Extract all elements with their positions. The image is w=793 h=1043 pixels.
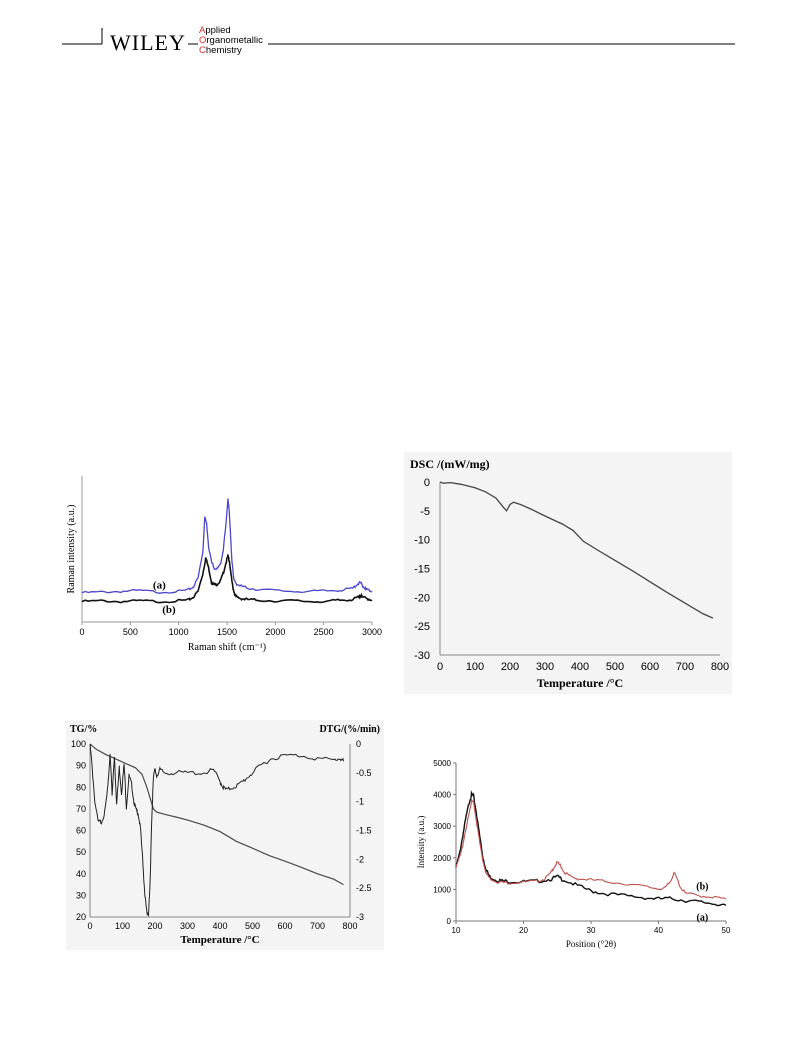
y2-tick-label: -1	[356, 797, 364, 807]
journal-name-line2: Organometallic	[199, 35, 263, 46]
y-tick-label: 20	[76, 912, 86, 922]
y2-tick-label: -0.5	[356, 768, 372, 778]
y-tick-label: -15	[414, 564, 430, 576]
x-axis-label: Temperature /°C	[180, 934, 259, 946]
journal-rest-1: pplied	[205, 25, 230, 36]
y-axis-label: Raman intensity (a.u.)	[66, 505, 77, 594]
left-axis-title: TG/%	[70, 724, 97, 735]
x-tick-label: 30	[587, 926, 596, 935]
y-tick-label: 90	[76, 761, 86, 771]
x-tick-label: 700	[310, 921, 325, 931]
x-tick-label: 200	[147, 921, 162, 931]
y-tick-label: 50	[76, 847, 86, 857]
x-tick-label: 800	[711, 661, 729, 673]
x-axis-label: Temperature /°C	[537, 676, 623, 690]
y2-tick-label: -2.5	[356, 883, 372, 893]
raman-spectrum-chart: 0 500 1000 1500 2000 2500 3000 (a) (b) Raman shif…	[66, 476, 382, 653]
dsc-curve	[439, 481, 714, 619]
y-axis-label: Intensity (a.u.)	[416, 816, 426, 869]
journal-header: WILEY Applied Organometallic Chemistry	[62, 25, 735, 56]
y-tick-label: -20	[414, 592, 430, 604]
journal-initial-1: A	[199, 25, 206, 36]
series-line-a	[81, 498, 373, 594]
x-tick-label: 800	[342, 921, 357, 931]
y-tick-label: 30	[76, 890, 86, 900]
series-line-b	[455, 797, 727, 900]
y-tick-label: 2000	[433, 854, 451, 863]
y2-tick-label: -1.5	[356, 826, 372, 836]
tg-curve	[89, 743, 344, 886]
series-label-a: (a)	[697, 912, 709, 923]
x-tick-label: 20	[519, 926, 528, 935]
y-tick-label: 4000	[433, 791, 451, 800]
y-tick-label: 0	[447, 917, 452, 926]
dsc-curve-chart: DSC /(mW/mg) 0 -5 -10 -15 -20 -25 -30 0 100 200 300…	[404, 452, 732, 694]
x-tick-label: 100	[115, 921, 130, 931]
x-tick-label: 1500	[217, 627, 237, 637]
xrd-pattern-chart: 0 1000 2000 3000 4000 5000 10 20 30 40 50 (b) (a) Pos…	[416, 759, 731, 949]
x-tick-label: 400	[571, 661, 589, 673]
x-tick-label: 1000	[169, 627, 189, 637]
x-axis-label: Position (°2θ)	[566, 939, 616, 949]
x-tick-label: 50	[722, 926, 731, 935]
x-tick-label: 0	[79, 627, 84, 637]
x-tick-label: 500	[123, 627, 138, 637]
x-tick-label: 200	[501, 661, 519, 673]
x-tick-label: 100	[466, 661, 484, 673]
journal-rest-3: hemistry	[206, 45, 242, 56]
journal-initial-2: O	[199, 35, 206, 46]
y-tick-label: 40	[76, 869, 86, 879]
y2-tick-label: -2	[356, 854, 364, 864]
y-tick-label: 80	[76, 782, 86, 792]
y-tick-label: -30	[414, 650, 430, 662]
right-axis-title: DTG/(%/min)	[319, 724, 380, 735]
y-tick-label: 1000	[433, 885, 451, 894]
x-tick-label: 0	[87, 921, 92, 931]
x-tick-label: 300	[180, 921, 195, 931]
dtg-curve	[89, 743, 344, 917]
x-tick-label: 0	[437, 661, 443, 673]
journal-rest-2: rganometallic	[206, 35, 263, 46]
series-label-b: (b)	[162, 604, 176, 616]
x-tick-label: 700	[676, 661, 694, 673]
series-label-b: (b)	[696, 881, 708, 892]
chart-background	[404, 452, 732, 694]
y-tick-label: -5	[420, 506, 430, 518]
x-tick-label: 500	[606, 661, 624, 673]
y-tick-label: -10	[414, 535, 430, 547]
y2-tick-label: 0	[356, 739, 361, 749]
chart-title: DSC /(mW/mg)	[410, 457, 490, 471]
journal-name-line3: Chemistry	[199, 45, 242, 56]
wiley-logo: WILEY	[110, 30, 186, 55]
x-tick-label: 600	[277, 921, 292, 931]
y-tick-label: 3000	[433, 822, 451, 831]
y-tick-label: 0	[424, 477, 430, 489]
series-line-a	[455, 790, 727, 907]
y2-tick-label: -3	[356, 912, 364, 922]
x-tick-label: 3000	[362, 627, 382, 637]
series-line-b	[81, 553, 373, 604]
x-tick-label: 40	[654, 926, 663, 935]
journal-name-line1: Applied	[199, 25, 231, 36]
y-tick-label: 100	[71, 739, 86, 749]
journal-initial-3: C	[199, 45, 206, 56]
y-tick-label: -25	[414, 621, 430, 633]
x-tick-label: 600	[641, 661, 659, 673]
y-tick-label: 60	[76, 826, 86, 836]
x-tick-label: 2000	[265, 627, 285, 637]
x-tick-label: 400	[212, 921, 227, 931]
x-tick-label: 2500	[314, 627, 334, 637]
series-label-a: (a)	[153, 579, 166, 591]
x-tick-label: 500	[245, 921, 260, 931]
y-tick-label: 70	[76, 804, 86, 814]
y-tick-label: 5000	[433, 759, 451, 768]
x-tick-label: 300	[536, 661, 554, 673]
x-tick-label: 10	[452, 926, 461, 935]
tg-dtg-chart: TG/% DTG/(%/min)10090807060504030200-0.5-…	[66, 720, 384, 950]
x-axis-label: Raman shift (cm⁻¹)	[188, 642, 266, 653]
